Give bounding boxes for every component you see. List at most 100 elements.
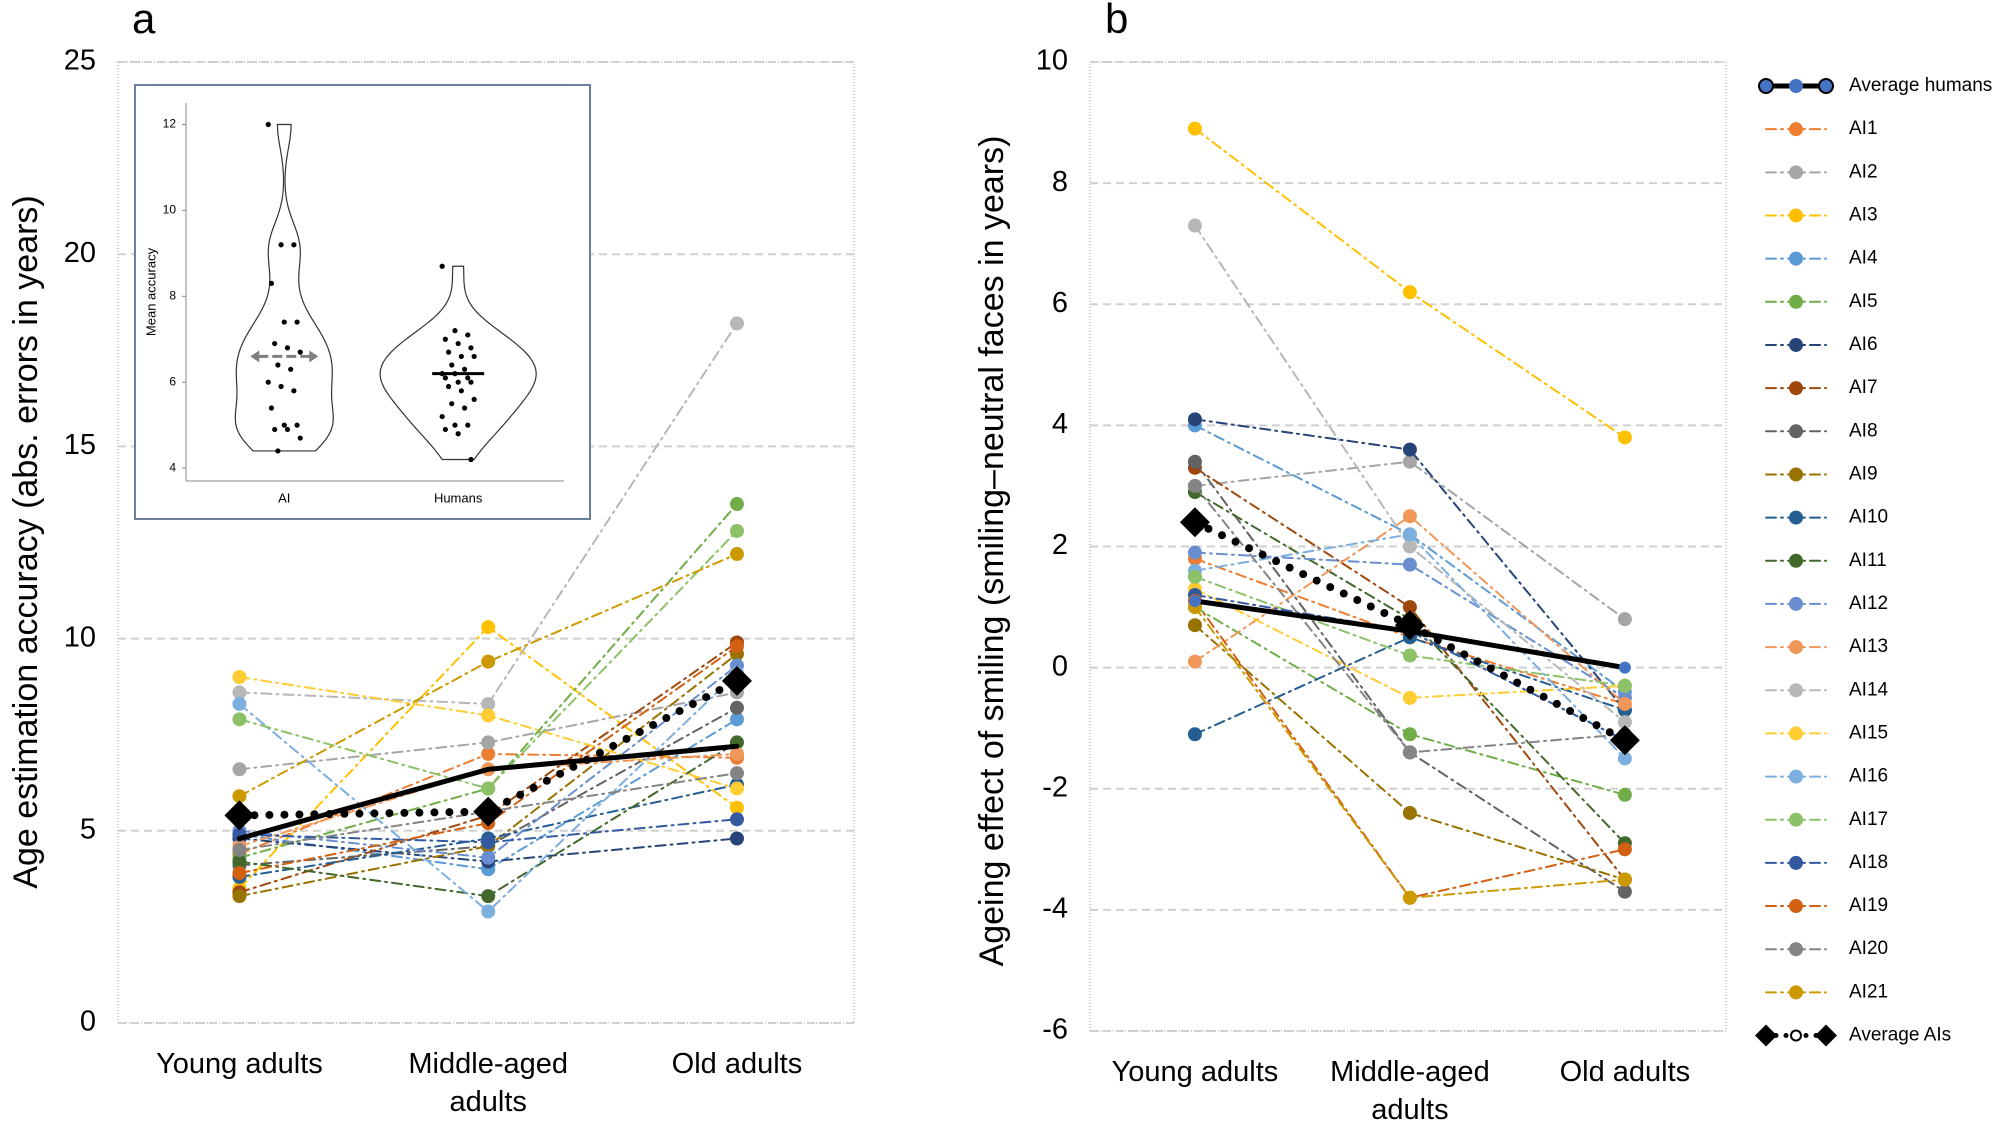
marker	[1179, 507, 1210, 538]
marker	[1609, 725, 1640, 756]
point	[455, 379, 461, 385]
marker	[1402, 745, 1417, 760]
point	[449, 401, 455, 407]
y-tick-label: 12	[163, 117, 177, 131]
legend-marker	[1789, 381, 1803, 396]
point	[291, 388, 297, 394]
legend-marker	[1789, 79, 1803, 93]
legend-marker	[1790, 1029, 1802, 1042]
legend-marker	[1789, 985, 1803, 1000]
marker	[729, 712, 744, 727]
marker	[729, 700, 744, 715]
point	[442, 336, 448, 342]
marker	[1617, 430, 1632, 445]
marker	[1617, 715, 1632, 730]
y-tick-label: 25	[64, 45, 96, 77]
marker	[1617, 678, 1632, 693]
point	[468, 456, 474, 463]
inset: Mean accuracy 4 6 8 10 12 AI Humans	[134, 84, 591, 520]
y-tick-label: 8	[169, 288, 176, 302]
marker	[729, 831, 744, 846]
series-line	[1193, 484, 1626, 754]
legend-label: AI4	[1849, 248, 1878, 269]
marker	[1187, 454, 1202, 469]
marker	[481, 889, 496, 904]
marker	[481, 708, 496, 723]
marker	[1402, 527, 1417, 542]
point	[439, 413, 445, 420]
y-tick-label: 5	[80, 813, 96, 845]
marker	[1187, 618, 1202, 633]
series-line	[1193, 418, 1626, 712]
marker	[1187, 478, 1202, 493]
marker	[481, 735, 496, 750]
y-axis-label: Mean accuracy	[143, 247, 158, 336]
point	[445, 383, 452, 390]
series-line	[236, 743, 740, 841]
marker	[1402, 454, 1417, 469]
legend-label: AI21	[1849, 981, 1888, 1002]
legend-label: AI13	[1849, 636, 1888, 657]
legend-label: AI15	[1849, 722, 1888, 743]
point	[471, 396, 477, 402]
marker	[1402, 557, 1417, 572]
point	[449, 362, 455, 368]
marker	[729, 800, 744, 815]
point	[439, 263, 445, 269]
legend-label: Average humans	[1849, 75, 1992, 96]
point	[465, 375, 471, 381]
point	[461, 405, 468, 411]
legend-marker	[1818, 78, 1834, 94]
marker	[1402, 509, 1417, 524]
y-tick-label: 0	[80, 1006, 96, 1038]
marker	[473, 796, 504, 827]
point	[458, 388, 464, 394]
marker	[729, 812, 744, 827]
marker	[1187, 218, 1202, 233]
point	[265, 121, 271, 128]
marker	[721, 665, 752, 696]
point	[275, 362, 281, 368]
legend-marker	[1789, 294, 1803, 309]
point	[272, 340, 278, 347]
series-line	[1193, 224, 1626, 724]
marker	[232, 866, 247, 881]
violin	[379, 265, 537, 461]
legend-marker	[1789, 855, 1803, 870]
legend-label: Average AIs	[1849, 1025, 1951, 1046]
point	[268, 280, 275, 287]
series-line	[238, 652, 738, 898]
point	[291, 242, 297, 248]
inset-box	[134, 84, 591, 520]
legend-label: AI14	[1849, 679, 1889, 700]
marker	[1617, 787, 1632, 802]
point	[468, 345, 474, 351]
marker	[1618, 661, 1631, 674]
marker	[1617, 884, 1632, 899]
legend-marker	[1789, 251, 1803, 266]
marker	[232, 670, 247, 685]
marker	[481, 850, 496, 865]
panel: a Age estimation accuracy (abs. errors in…	[7, 0, 855, 1038]
series-line	[235, 676, 741, 820]
legend-label: AI2	[1849, 161, 1878, 182]
point	[288, 366, 294, 372]
legend-marker	[1789, 596, 1803, 611]
marker	[1402, 727, 1417, 742]
point	[278, 383, 284, 390]
legend-label: AI19	[1849, 895, 1888, 916]
point	[281, 319, 287, 325]
marker	[232, 854, 247, 869]
point	[442, 375, 448, 381]
series-line	[1193, 460, 1626, 621]
series-line	[238, 553, 738, 798]
point	[284, 426, 291, 433]
legend-marker	[1789, 769, 1803, 784]
marker	[232, 843, 247, 858]
marker	[1617, 751, 1632, 766]
point	[265, 379, 271, 385]
legend-marker	[1755, 1024, 1777, 1047]
marker	[232, 762, 247, 777]
legend-label: AI18	[1849, 852, 1888, 873]
y-tick-label: -6	[1042, 1014, 1068, 1046]
